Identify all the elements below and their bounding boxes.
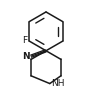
Text: F: F <box>23 36 28 45</box>
Text: N: N <box>22 52 30 61</box>
Text: NH: NH <box>51 79 65 88</box>
